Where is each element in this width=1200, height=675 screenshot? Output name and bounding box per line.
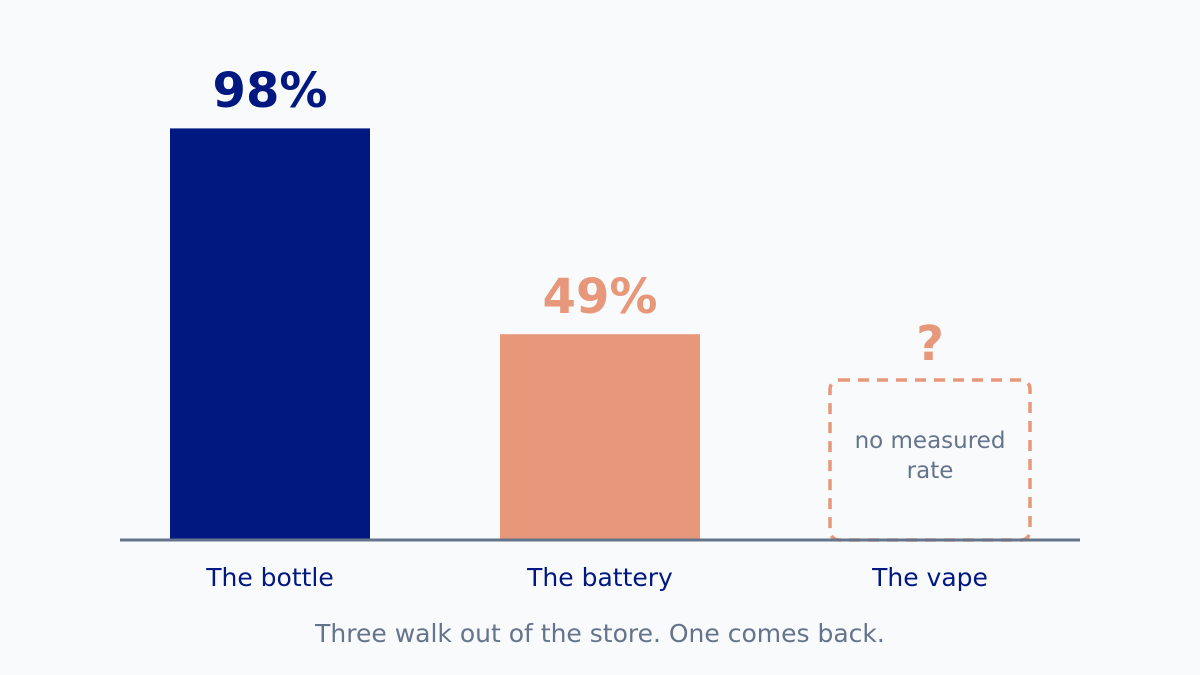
bar-battery xyxy=(500,334,700,540)
bar-bottle xyxy=(170,128,370,540)
missing-rate-note-line-1: no measured xyxy=(855,428,1006,454)
value-label-bottle: 98% xyxy=(213,63,328,119)
missing-rate-note-line-2: rate xyxy=(907,458,954,484)
category-label-battery: The battery xyxy=(526,563,673,592)
value-label-vape: ? xyxy=(916,316,944,372)
bars-group xyxy=(170,128,1032,542)
category-label-vape: The vape xyxy=(871,563,988,592)
category-label-bottle: The bottle xyxy=(205,563,334,592)
chart-caption: Three walk out of the store. One comes b… xyxy=(314,619,885,648)
value-label-battery: 49% xyxy=(543,269,658,325)
